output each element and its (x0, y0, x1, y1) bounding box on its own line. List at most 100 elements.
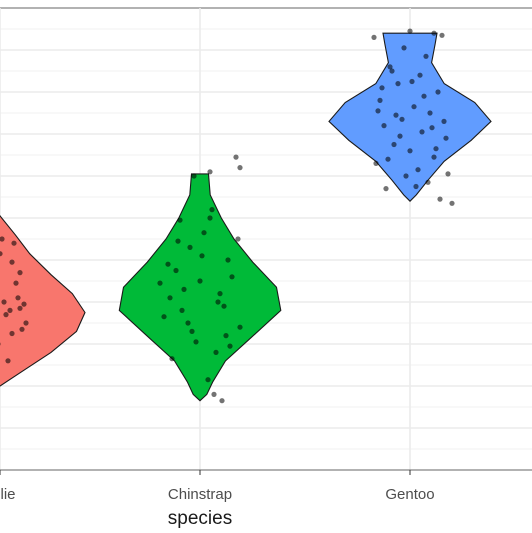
data-point (415, 167, 421, 173)
data-point (419, 129, 425, 135)
data-point (207, 169, 213, 175)
data-point (197, 278, 203, 284)
data-point (187, 244, 193, 250)
data-point (429, 125, 435, 131)
x-tick-label: lie (0, 486, 15, 503)
data-point (211, 391, 217, 397)
violin-chinstrap (118, 173, 282, 402)
data-point (377, 97, 383, 103)
data-point (437, 196, 443, 202)
data-point (395, 81, 401, 87)
data-point (23, 320, 29, 326)
data-point (157, 280, 163, 286)
data-point (439, 32, 445, 38)
data-point (179, 307, 185, 313)
data-point (167, 295, 173, 301)
data-point (209, 207, 215, 213)
data-point (387, 64, 393, 70)
data-point (397, 133, 403, 139)
data-point (233, 154, 239, 160)
data-point (413, 183, 419, 190)
data-point (5, 358, 11, 364)
data-point (431, 30, 437, 36)
data-point (411, 104, 417, 110)
data-point (423, 53, 429, 59)
data-point (435, 89, 441, 95)
data-point (403, 173, 409, 179)
data-point (17, 270, 23, 276)
data-point (237, 165, 243, 171)
data-point (9, 259, 15, 265)
data-point (199, 253, 205, 259)
data-point (17, 305, 23, 311)
data-point (431, 154, 437, 160)
data-point (0, 342, 1, 346)
data-point (399, 116, 405, 122)
data-point (165, 261, 171, 267)
data-point (383, 186, 389, 192)
data-point (375, 108, 381, 114)
data-point (175, 238, 181, 244)
violin-adelie (0, 215, 86, 387)
x-tick-label: Gentoo (385, 486, 434, 503)
data-point (0, 251, 3, 257)
data-point (235, 236, 241, 242)
data-point (449, 200, 455, 206)
data-point (385, 156, 391, 162)
data-point (393, 112, 399, 118)
data-point (7, 307, 13, 313)
data-point (433, 146, 439, 152)
data-point (421, 93, 427, 99)
violin-layer (0, 32, 492, 402)
data-point (177, 217, 183, 223)
data-point (161, 314, 167, 320)
data-point (445, 171, 451, 177)
data-point (215, 299, 221, 305)
tick-layer: lie Chinstrap Gentoo (0, 470, 435, 503)
data-point (229, 274, 235, 280)
data-point (225, 257, 231, 263)
data-point (189, 328, 195, 334)
data-point (13, 280, 19, 286)
x-tick-label: Chinstrap (168, 486, 232, 503)
data-point (3, 312, 9, 318)
data-point (379, 85, 385, 91)
data-point (201, 230, 207, 236)
data-point (217, 291, 223, 297)
data-point (409, 78, 415, 85)
data-point (425, 179, 431, 185)
data-point (417, 72, 423, 78)
data-point (407, 148, 413, 154)
data-point (227, 343, 233, 349)
data-point (185, 320, 191, 326)
data-point (11, 240, 17, 246)
data-point (213, 349, 219, 355)
data-point (407, 28, 413, 34)
data-point (441, 118, 447, 124)
data-point (401, 45, 407, 51)
data-point (173, 267, 179, 274)
data-point (391, 141, 397, 148)
data-point (19, 326, 25, 332)
data-point (223, 333, 229, 339)
data-point (371, 34, 377, 41)
data-point (9, 330, 15, 337)
data-point (205, 377, 211, 383)
data-point (219, 398, 225, 404)
grid-layer (0, 7, 532, 471)
data-point (0, 236, 5, 242)
data-point (427, 110, 433, 116)
data-point (207, 215, 213, 221)
data-point (193, 339, 199, 345)
data-point (181, 286, 187, 292)
data-point (221, 303, 227, 309)
data-point (1, 299, 7, 305)
x-axis-title: species (168, 508, 232, 528)
points-layer (0, 28, 455, 404)
data-point (169, 356, 175, 362)
data-point (21, 301, 27, 307)
data-point (191, 173, 197, 179)
data-point (381, 123, 387, 129)
